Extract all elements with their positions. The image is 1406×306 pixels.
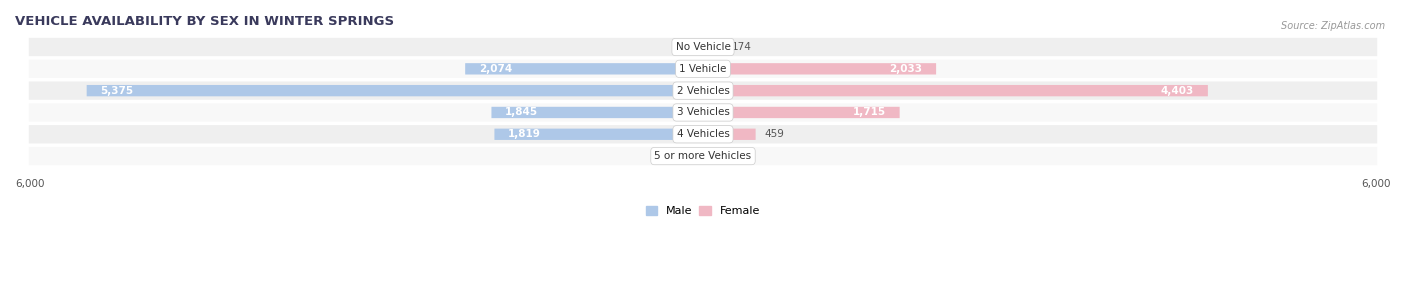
Text: 1 Vehicle: 1 Vehicle (679, 64, 727, 74)
Text: 2,033: 2,033 (890, 64, 922, 74)
Text: 1,715: 1,715 (853, 107, 886, 118)
FancyBboxPatch shape (703, 129, 755, 140)
FancyBboxPatch shape (28, 38, 1378, 56)
FancyBboxPatch shape (703, 151, 711, 162)
Text: 6,000: 6,000 (1361, 179, 1391, 189)
FancyBboxPatch shape (28, 103, 1378, 121)
Text: 5 or more Vehicles: 5 or more Vehicles (654, 151, 752, 161)
FancyBboxPatch shape (28, 125, 1378, 144)
Text: 5,375: 5,375 (100, 86, 134, 96)
Text: 2 Vehicles: 2 Vehicles (676, 86, 730, 96)
FancyBboxPatch shape (492, 107, 703, 118)
Text: 2,074: 2,074 (479, 64, 512, 74)
Text: 76: 76 (672, 151, 685, 161)
Legend: Male, Female: Male, Female (647, 206, 759, 216)
Text: 4 Vehicles: 4 Vehicles (676, 129, 730, 139)
Text: 174: 174 (733, 42, 752, 52)
Text: 1,845: 1,845 (505, 107, 538, 118)
Text: 6,000: 6,000 (15, 179, 45, 189)
Text: 4,403: 4,403 (1161, 86, 1194, 96)
Text: No Vehicle: No Vehicle (675, 42, 731, 52)
FancyBboxPatch shape (495, 129, 703, 140)
Text: 3 Vehicles: 3 Vehicles (676, 107, 730, 118)
FancyBboxPatch shape (703, 107, 900, 118)
Text: 64: 64 (673, 42, 686, 52)
Text: 1,819: 1,819 (508, 129, 541, 139)
FancyBboxPatch shape (703, 85, 1208, 96)
FancyBboxPatch shape (703, 41, 723, 53)
FancyBboxPatch shape (703, 63, 936, 74)
Text: 69: 69 (720, 151, 734, 161)
Text: 459: 459 (765, 129, 785, 139)
FancyBboxPatch shape (695, 151, 703, 162)
FancyBboxPatch shape (28, 147, 1378, 165)
FancyBboxPatch shape (28, 81, 1378, 100)
FancyBboxPatch shape (87, 85, 703, 96)
FancyBboxPatch shape (465, 63, 703, 74)
Text: Source: ZipAtlas.com: Source: ZipAtlas.com (1281, 21, 1385, 32)
FancyBboxPatch shape (28, 60, 1378, 78)
FancyBboxPatch shape (696, 41, 703, 53)
Text: VEHICLE AVAILABILITY BY SEX IN WINTER SPRINGS: VEHICLE AVAILABILITY BY SEX IN WINTER SP… (15, 15, 394, 28)
